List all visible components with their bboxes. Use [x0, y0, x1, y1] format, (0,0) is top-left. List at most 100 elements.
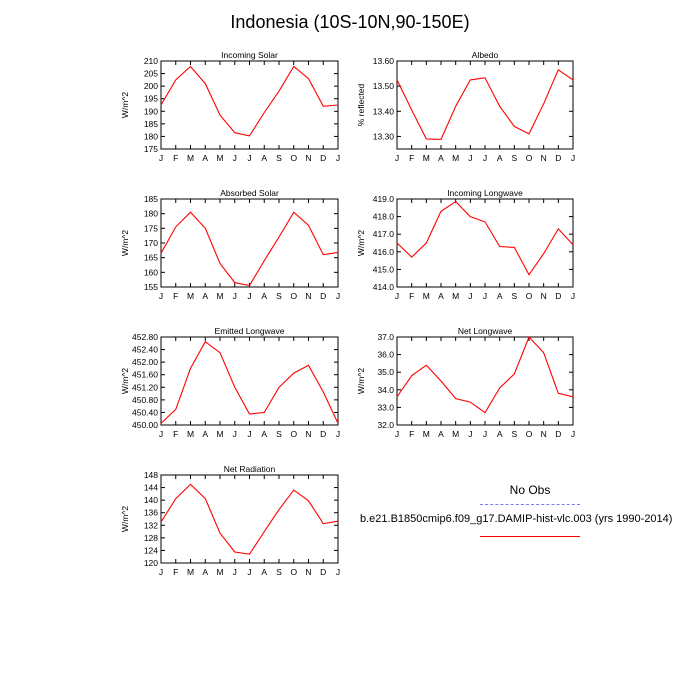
- x-tick-label: F: [409, 429, 414, 439]
- x-tick-label: M: [216, 567, 223, 577]
- legend-obs-label: No Obs: [509, 483, 551, 497]
- x-tick-label: A: [202, 291, 208, 301]
- y-tick-label: 175: [144, 223, 158, 233]
- x-tick-label: F: [173, 153, 178, 163]
- y-tick-label: 205: [144, 69, 158, 79]
- x-tick-label: O: [290, 567, 297, 577]
- x-tick-label: J: [233, 567, 237, 577]
- x-tick-label: A: [261, 567, 267, 577]
- x-tick-label: M: [423, 291, 430, 301]
- y-tick-label: 13.40: [373, 106, 395, 116]
- x-tick-label: J: [336, 429, 340, 439]
- x-tick-label: J: [483, 153, 487, 163]
- y-tick-label: 450.80: [132, 395, 158, 405]
- x-tick-label: A: [202, 429, 208, 439]
- x-tick-label: M: [187, 291, 194, 301]
- x-tick-label: N: [541, 153, 547, 163]
- x-tick-label: N: [541, 291, 547, 301]
- y-tick-label: 36.0: [377, 350, 394, 360]
- x-tick-label: F: [409, 153, 414, 163]
- y-axis-label: W/m^2: [120, 230, 130, 256]
- x-tick-label: A: [438, 429, 444, 439]
- chart-title: Net Radiation: [224, 464, 276, 474]
- x-tick-label: S: [276, 429, 282, 439]
- y-tick-label: 452.00: [132, 357, 158, 367]
- chart-title: Albedo: [472, 50, 499, 60]
- chart-frame: [396, 60, 574, 150]
- y-tick-label: 190: [144, 106, 158, 116]
- x-tick-label: J: [247, 429, 251, 439]
- x-tick-label: J: [483, 291, 487, 301]
- y-tick-label: 128: [144, 533, 158, 543]
- y-tick-label: 195: [144, 94, 158, 104]
- x-tick-label: A: [497, 429, 503, 439]
- y-tick-label: 185: [144, 194, 158, 204]
- x-tick-label: J: [571, 291, 575, 301]
- x-tick-label: M: [452, 153, 459, 163]
- y-axis-label: % reflected: [356, 83, 366, 126]
- y-axis-label: W/m^2: [356, 230, 366, 256]
- x-tick-label: M: [216, 153, 223, 163]
- x-tick-label: M: [187, 429, 194, 439]
- y-tick-label: 160: [144, 267, 158, 277]
- x-tick-label: N: [305, 153, 311, 163]
- x-tick-label: J: [395, 153, 399, 163]
- x-tick-label: J: [159, 153, 163, 163]
- x-tick-label: D: [320, 153, 326, 163]
- y-tick-label: 175: [144, 144, 158, 154]
- x-tick-label: O: [526, 153, 533, 163]
- chart-title: Net Longwave: [458, 326, 513, 336]
- y-tick-label: 124: [144, 545, 158, 555]
- y-tick-label: 144: [144, 483, 158, 493]
- x-tick-label: S: [276, 291, 282, 301]
- x-tick-label: N: [305, 567, 311, 577]
- x-tick-label: A: [497, 291, 503, 301]
- y-tick-label: 418.0: [373, 212, 395, 222]
- x-tick-label: M: [423, 429, 430, 439]
- y-tick-label: 35.0: [377, 367, 394, 377]
- y-tick-label: 185: [144, 119, 158, 129]
- x-tick-label: O: [290, 291, 297, 301]
- x-tick-label: A: [438, 153, 444, 163]
- x-tick-label: J: [571, 429, 575, 439]
- series-line-albedo: [396, 68, 574, 140]
- y-tick-label: 450.00: [132, 420, 158, 430]
- series-line-incoming-solar: [160, 65, 339, 137]
- x-tick-label: J: [159, 291, 163, 301]
- x-tick-label: J: [159, 429, 163, 439]
- x-tick-label: D: [555, 153, 561, 163]
- legend-obs-line: [480, 504, 580, 505]
- y-tick-label: 416.0: [373, 247, 395, 257]
- y-tick-label: 32.0: [377, 420, 394, 430]
- x-tick-label: J: [571, 153, 575, 163]
- y-tick-label: 13.60: [373, 56, 395, 66]
- chart-incoming-longwave: Incoming Longwave 414.0 415.0 416.0 417.0 418…: [356, 188, 575, 301]
- x-tick-label: A: [202, 567, 208, 577]
- x-tick-label: J: [247, 153, 251, 163]
- y-tick-label: 414.0: [373, 282, 395, 292]
- series-line-net-radiation: [160, 483, 339, 555]
- y-tick-label: 452.80: [132, 332, 158, 342]
- x-tick-label: J: [233, 153, 237, 163]
- x-tick-label: A: [438, 291, 444, 301]
- x-tick-label: J: [468, 429, 472, 439]
- y-axis-label: W/m^2: [120, 92, 130, 118]
- y-tick-label: 417.0: [373, 229, 395, 239]
- y-tick-label: 148: [144, 470, 158, 480]
- x-tick-label: M: [216, 429, 223, 439]
- chart-emitted-longwave: Emitted Longwave 450.00 450.40 450.80 451.20…: [120, 326, 340, 439]
- x-tick-label: S: [276, 153, 282, 163]
- x-tick-label: F: [173, 567, 178, 577]
- x-tick-label: J: [395, 429, 399, 439]
- x-tick-label: S: [511, 153, 517, 163]
- series-line-net-longwave: [396, 335, 574, 414]
- y-tick-label: 140: [144, 495, 158, 505]
- y-tick-label: 37.0: [377, 332, 394, 342]
- x-tick-label: J: [247, 291, 251, 301]
